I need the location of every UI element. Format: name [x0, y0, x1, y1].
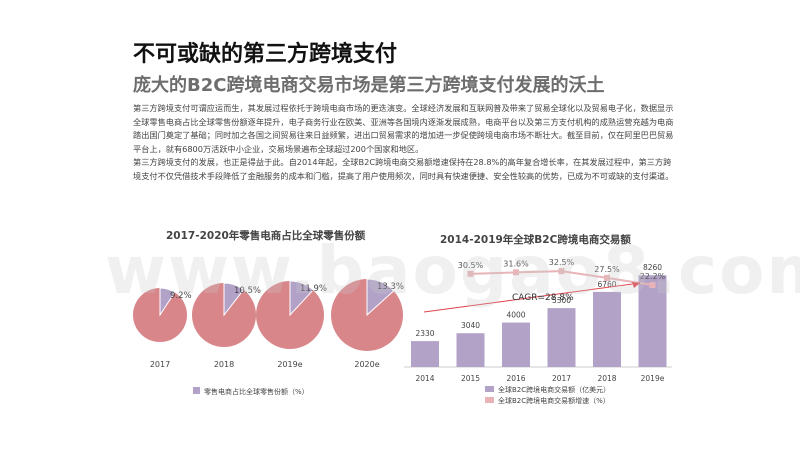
growth-legend-label: 全球B2C跨境电商交易额增速（%） [498, 396, 610, 405]
bar-2014 [411, 341, 439, 367]
bar-category-label: 2017 [552, 374, 571, 383]
pie-value-label: 11.9% [300, 284, 327, 294]
pie-slice-2019e [289, 280, 314, 317]
bar-category-label: 2014 [415, 374, 434, 383]
bar-2015 [456, 333, 485, 367]
bar-category-label: 2015 [461, 374, 480, 383]
bar-value-label: 8260 [643, 263, 662, 272]
growth-value-label: 32.5% [549, 258, 575, 267]
pie-slice-2018 [223, 282, 245, 317]
pie-chart-title: 2017-2020年零售电商占比全球零售份额 [166, 230, 366, 242]
cagr-annotation: CAGR=28.8% [512, 293, 574, 303]
bar-category-label: 2019e [641, 374, 665, 383]
pie-category-label: 2020e [354, 360, 379, 369]
growth-value-label: 27.5% [594, 265, 620, 274]
cagr-arrow-line [423, 282, 641, 313]
pie-value-label: 13.3% [377, 282, 404, 292]
bar-legend-swatch [485, 386, 494, 392]
growth-value-label: 30.5% [458, 261, 484, 270]
paragraph-1: 第三方跨境支付可谓应运而生，其发展过程依托于跨境电商市场的更迭演变。全球经济发展… [133, 103, 674, 154]
bar-legend-label: 全球B2C跨境电商交易额（亿美元） [498, 385, 610, 394]
cagr-arrow-head [632, 282, 640, 288]
bar-value-label: 5300 [552, 296, 571, 305]
bar-2016 [502, 322, 530, 367]
pie-legend-swatch [193, 387, 200, 394]
paragraph-2: 第三方跨境支付的发展，也正是得益于此。自2014年起，全球B2C跨境电商交易额增… [133, 157, 674, 181]
bar-value-label: 6760 [597, 280, 616, 289]
growth-legend-swatch [485, 397, 494, 403]
pie-value-label: 9.2% [170, 291, 192, 301]
growth-marker [649, 282, 656, 289]
pie-value-label: 10.5% [234, 286, 261, 296]
growth-marker [558, 268, 565, 275]
growth-marker [604, 274, 610, 281]
pie-legend-label: 零售电商占比全球零售份额（%） [204, 387, 309, 396]
bar-value-label: 4000 [506, 311, 525, 320]
bar-value-label: 2330 [415, 329, 434, 338]
bar-category-label: 2018 [597, 374, 616, 383]
pie-category-label: 2018 [214, 360, 234, 369]
growth-value-label: 31.6% [503, 259, 529, 268]
growth-marker [467, 270, 474, 277]
bar-value-label: 3040 [461, 321, 480, 330]
growth-marker [513, 269, 519, 276]
bar-2019e [638, 275, 667, 367]
pie-category-label: 2017 [150, 360, 170, 369]
slide-subtitle: 庞大的B2C跨境电商交易市场是第三方跨境支付发展的沃土 [133, 75, 605, 96]
bar-category-label: 2016 [506, 374, 525, 383]
growth-value-label: 22.2% [640, 272, 666, 281]
bar-chart-title: 2014-2019年全球B2C跨境电商交易额 [440, 234, 631, 246]
pie-category-label: 2019e [277, 360, 302, 369]
pie-slice-2017 [159, 287, 176, 317]
bar-2018 [593, 291, 621, 367]
slide-title: 不可或缺的第三方跨境支付 [133, 42, 398, 67]
pie-slice-2020e [366, 278, 395, 317]
body-text: 第三方跨境支付可谓应运而生，其发展过程依托于跨境电商市场的更迭演变。全球经济发展… [133, 102, 678, 183]
bar-2017 [547, 308, 576, 367]
